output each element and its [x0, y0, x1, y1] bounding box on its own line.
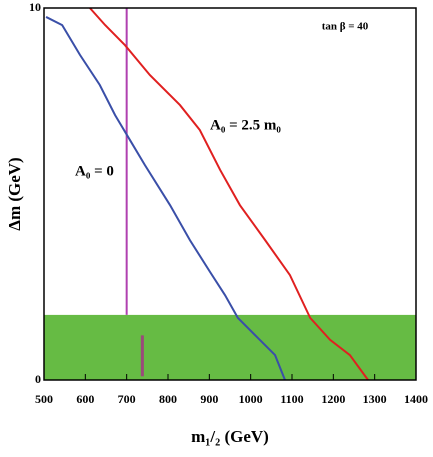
x-tick-label: 1100 — [280, 392, 303, 406]
plot-frame — [43, 7, 417, 381]
series-label: A₀ = 0 — [75, 163, 114, 179]
x-tick-label: 1300 — [363, 392, 387, 406]
x-tick-label: 1200 — [321, 392, 345, 406]
x-tick-label: 1000 — [239, 392, 263, 406]
series-line — [45, 16, 286, 381]
y-tick-label: 0 — [35, 372, 41, 386]
x-tick-label: 900 — [200, 392, 218, 406]
y-tick-label: 10 — [29, 0, 41, 14]
shaded-region — [44, 314, 416, 380]
x-tick-label: 700 — [118, 392, 136, 406]
x-tick-label: 600 — [76, 392, 94, 406]
x-tick-label: 800 — [159, 392, 177, 406]
series-label: A₀ = 2.5 m₀ — [210, 117, 281, 133]
x-axis-label: m₁/₂ (GeV) — [191, 427, 269, 446]
series-line — [89, 7, 369, 381]
x-tick-label: 500 — [35, 392, 53, 406]
x-tick-label: 1400 — [404, 392, 428, 406]
annotation: tan β = 40 — [322, 21, 369, 33]
y-axis-label: Δm (GeV) — [5, 157, 24, 230]
